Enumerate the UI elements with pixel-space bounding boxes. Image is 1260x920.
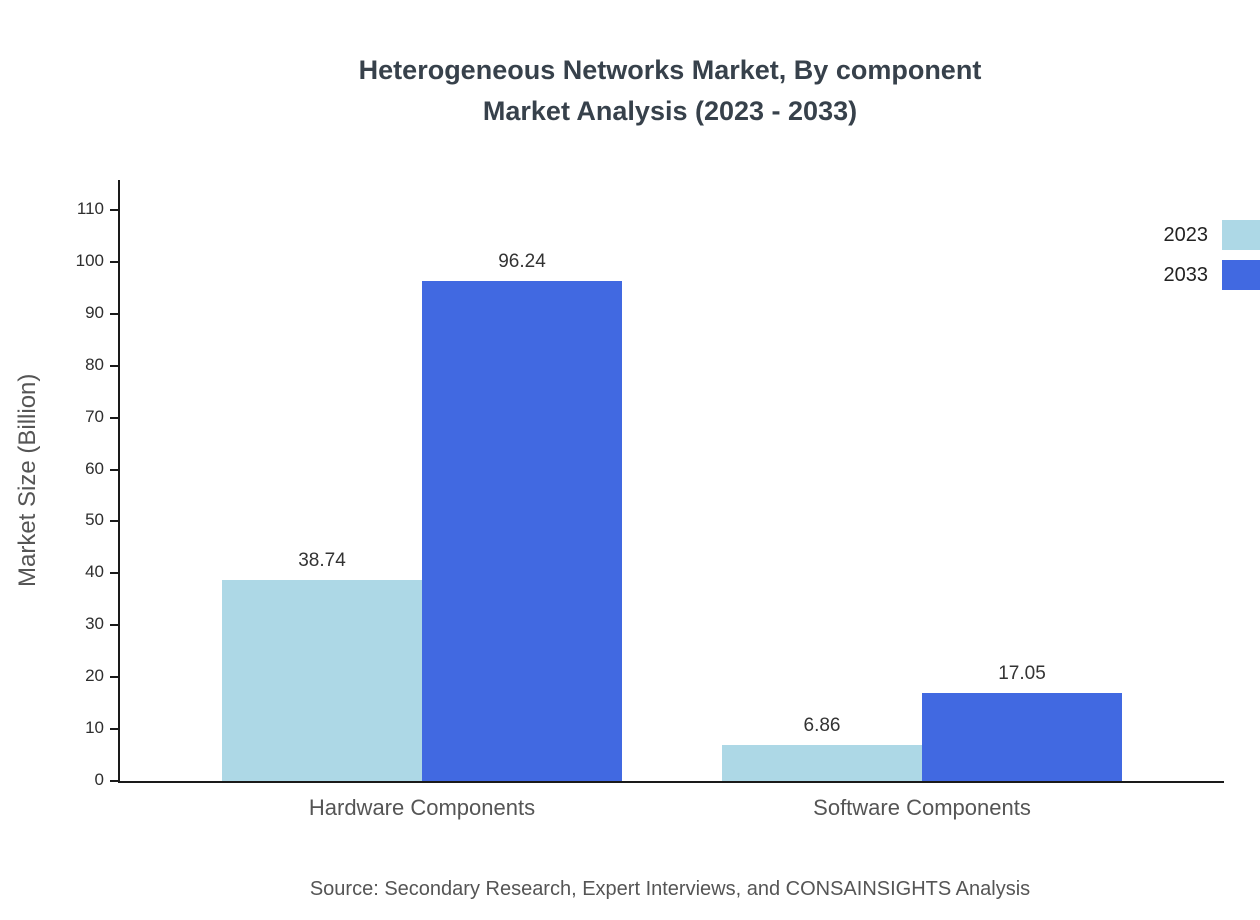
bar-2023-1 <box>222 579 422 781</box>
y-tick-mark <box>110 676 120 679</box>
legend-swatch <box>1222 260 1260 290</box>
y-tick-mark <box>110 364 120 367</box>
y-tick-label: 20 <box>85 666 104 686</box>
y-tick-label: 30 <box>85 614 104 634</box>
bar-value-label: 96.24 <box>498 251 546 273</box>
y-tick-label: 40 <box>85 562 104 582</box>
y-tick-mark <box>110 520 120 523</box>
chart-title: Heterogeneous Networks Market, By compon… <box>118 50 1222 131</box>
y-tick-label: 100 <box>75 250 104 270</box>
y-tick-label: 70 <box>85 406 104 426</box>
y-tick-mark <box>110 572 120 575</box>
y-tick-label: 50 <box>85 510 104 530</box>
y-tick-label: 90 <box>85 302 104 322</box>
y-axis-label: Market Size (Billion) <box>14 373 41 588</box>
x-category-label: Software Components <box>813 795 1031 820</box>
legend-label: 2023 <box>1163 223 1209 246</box>
y-tick-label: 110 <box>76 199 104 218</box>
bar-2033-1 <box>422 281 622 781</box>
source-note: Source: Secondary Research, Expert Inter… <box>309 878 1031 900</box>
bar-2033-2 <box>922 692 1122 781</box>
y-tick-label: 80 <box>85 354 104 374</box>
y-tick-mark <box>110 260 120 263</box>
y-tick-mark <box>110 728 120 731</box>
legend-label: 2033 <box>1163 263 1209 286</box>
bar-2023-2 <box>722 745 922 781</box>
chart-title-line2: Market Analysis (2023 - 2033) <box>482 95 858 126</box>
legend: 2023 2033 <box>1164 220 1260 300</box>
y-tick-mark <box>110 312 120 315</box>
legend-item: 2023 <box>1164 220 1260 250</box>
bar-value-label: 6.86 <box>803 715 841 737</box>
y-tick-label: 10 <box>85 718 104 738</box>
bar-value-label: 17.05 <box>998 662 1046 684</box>
plot-area: 0 10 20 30 40 50 60 70 80 90 100 110 38.74 96.24 Hardw… <box>76 180 1224 820</box>
y-tick-mark <box>110 416 120 419</box>
y-tick-label: 60 <box>85 458 104 478</box>
y-tick-mark <box>110 624 120 627</box>
y-tick-mark <box>110 468 120 471</box>
y-tick-mark <box>110 780 120 782</box>
y-tick-mark <box>110 209 120 211</box>
bar-value-label: 38.74 <box>298 549 346 571</box>
x-category-label: Hardware Components <box>308 795 536 820</box>
legend-swatch <box>1222 220 1260 250</box>
legend-item: 2033 <box>1164 260 1260 290</box>
chart-title-line1: Heterogeneous Networks Market, By compon… <box>358 55 982 85</box>
y-tick-label: 0 <box>94 770 104 789</box>
